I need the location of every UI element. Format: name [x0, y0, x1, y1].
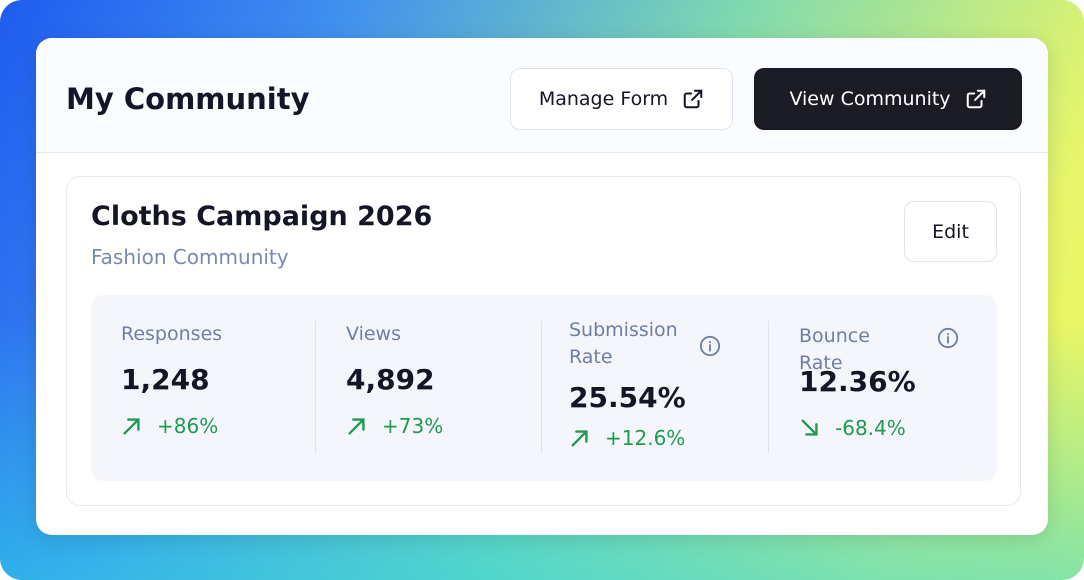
metric-change: +86%: [121, 414, 218, 438]
divider: [768, 321, 769, 453]
info-icon[interactable]: [699, 335, 721, 357]
panel: My Community Manage Form View Community …: [36, 38, 1048, 535]
card-subtitle: Fashion Community: [91, 245, 289, 269]
metric-change: -68.4%: [799, 416, 906, 440]
metric-change: +12.6%: [569, 426, 685, 450]
divider: [315, 321, 316, 453]
metric-value: 25.54%: [569, 381, 686, 414]
external-icon: [683, 89, 703, 109]
metric-value: 1,248: [121, 363, 210, 396]
change-text: +73%: [382, 414, 444, 438]
metric-value: 12.36%: [799, 365, 916, 398]
metric-label: Views: [346, 323, 401, 345]
page-title: My Community: [66, 82, 310, 116]
metric-value: 4,892: [346, 363, 435, 396]
button-label: Manage Form: [538, 88, 669, 110]
down-arrow: [801, 419, 818, 436]
up-arrow: [348, 418, 365, 435]
edit-button[interactable]: Edit: [904, 201, 997, 262]
button-label: View Community: [789, 88, 951, 110]
change-text: +12.6%: [605, 426, 686, 450]
info-icon[interactable]: [937, 327, 959, 349]
change-text: +86%: [157, 414, 219, 438]
metric-label: Bounce Rate: [799, 325, 870, 374]
up-arrow: [571, 430, 588, 447]
metric-change: +73%: [346, 414, 443, 438]
divider: [541, 321, 542, 453]
campaign-card: Cloths Campaign 2026 Fashion Community E…: [66, 176, 1021, 506]
stats-panel: Responses 1,248 +86% Views 4,892 +73% Su…: [91, 295, 997, 481]
manage-form-button[interactable]: Manage Form: [510, 68, 733, 130]
change-text: -68.4%: [835, 416, 906, 440]
header: My Community Manage Form View Community: [36, 38, 1048, 153]
metric-label: Responses: [121, 323, 223, 345]
view-community-button[interactable]: View Community: [754, 68, 1022, 130]
metric-label: Submission Rate: [569, 319, 678, 368]
up-arrow: [123, 418, 140, 435]
card-title: Cloths Campaign 2026: [91, 201, 433, 232]
external-icon: [966, 89, 985, 109]
